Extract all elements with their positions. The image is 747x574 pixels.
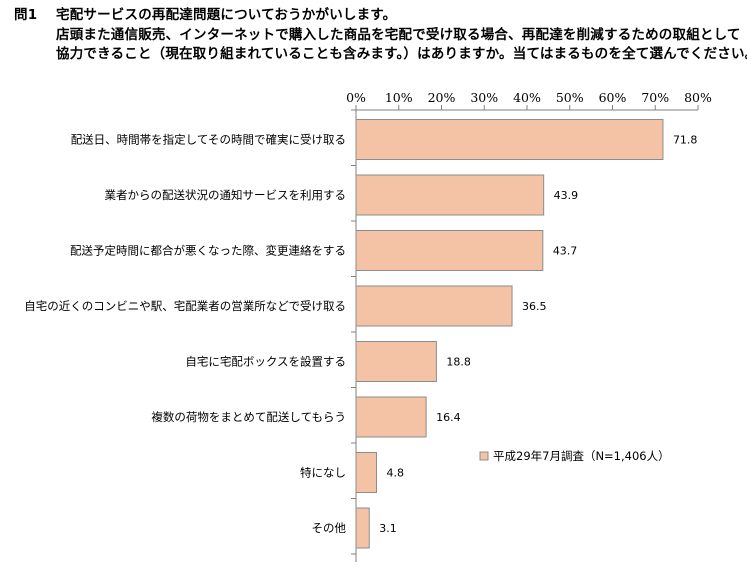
bar xyxy=(355,507,370,549)
x-tick-label: 20% xyxy=(428,90,456,105)
category-label: 配送日、時間帯を指定してその時間で確実に受け取る xyxy=(71,133,346,147)
x-tick-label: 30% xyxy=(470,90,498,105)
bar xyxy=(355,341,437,382)
bar xyxy=(355,452,378,493)
x-tick-label: 10% xyxy=(385,90,413,105)
question-line-2: 店頭また通信販売、インターネットで購入した商品を宅配で受け取る場合、再配達を削減… xyxy=(56,26,741,43)
x-tick-label: 40% xyxy=(513,90,541,105)
question-line-3: 協力できること（現在取り組まれていることも含みます。）はありますか。当てはまるも… xyxy=(56,46,747,62)
category-label: 複数の荷物をまとめて配送してもらう xyxy=(151,410,346,424)
bar-value-label: 16.4 xyxy=(436,411,461,424)
category-label: 配送予定時間に都合が悪くなった際、変更連絡をする xyxy=(70,244,346,258)
question-text: 宅配サービスの再配達問題についておうかがいします。 店頭また通信販売、インターネ… xyxy=(56,6,747,65)
bar-value-label: 43.9 xyxy=(554,189,579,202)
bar-value-label: 36.5 xyxy=(522,300,547,313)
question-number: 問1 xyxy=(14,7,38,23)
category-label: 特になし xyxy=(300,466,346,480)
bar xyxy=(355,174,545,216)
category-label: 自宅に宅配ボックスを設置する xyxy=(185,355,346,369)
x-tick-label: 50% xyxy=(556,90,584,105)
bar-value-label: 43.7 xyxy=(553,245,578,258)
x-tick-label: 70% xyxy=(641,90,669,105)
bar-value-label: 3.1 xyxy=(379,522,397,535)
category-label: 自宅の近くのコンビニや駅、宅配業者の営業所などで受け取る xyxy=(24,299,346,313)
category-label: その他 xyxy=(312,521,347,535)
question-line-1: 宅配サービスの再配達問題についておうかがいします。 xyxy=(56,7,397,23)
x-tick-label: 60% xyxy=(599,90,627,105)
x-tick-label: 0% xyxy=(346,90,366,105)
bar xyxy=(355,119,664,160)
legend-label: 平成29年7月調査（N=1,406人） xyxy=(493,449,670,463)
bar-value-label: 18.8 xyxy=(446,356,471,369)
bar xyxy=(355,396,427,438)
bar xyxy=(355,230,544,271)
x-tick-label: 80% xyxy=(684,90,712,105)
bar-value-label: 4.8 xyxy=(387,467,405,480)
legend-swatch xyxy=(479,451,489,461)
bar xyxy=(355,285,513,327)
category-label: 業者からの配送状況の通知サービスを利用する xyxy=(105,188,347,202)
bar-value-label: 71.8 xyxy=(673,134,698,147)
